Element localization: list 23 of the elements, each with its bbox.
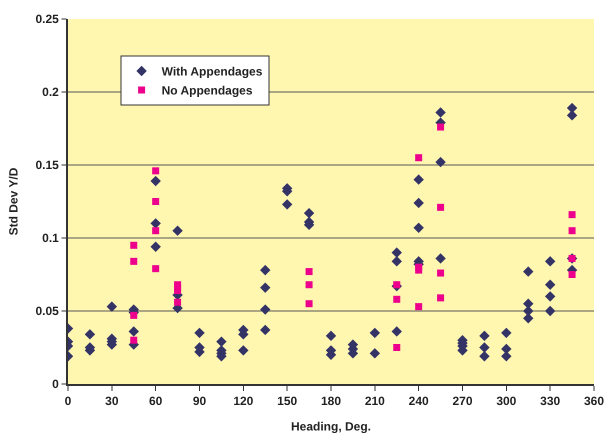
x-tick-label: 330	[540, 394, 560, 408]
x-tick-label: 60	[148, 394, 163, 408]
x-tick-label: 90	[192, 394, 206, 408]
y-tick-label: 0	[52, 377, 60, 392]
x-tick-label: 210	[364, 394, 386, 408]
x-tick-label: 120	[233, 394, 254, 408]
y-tick-label: 0.1	[42, 231, 60, 246]
legend-label: With Appendages	[162, 64, 263, 79]
y-tick-label: 0.05	[35, 304, 60, 318]
y-tick-label: 0.25	[35, 12, 60, 26]
x-tick-label: 240	[408, 394, 429, 408]
y-axis-title: Std Dev Y/D	[6, 167, 20, 236]
legend-label: No Appendages	[162, 84, 253, 98]
x-tick-label: 300	[496, 394, 517, 408]
x-tick-label: 0	[64, 394, 72, 408]
y-tick-label: 0.2	[42, 85, 60, 100]
x-tick-label: 150	[277, 394, 298, 408]
x-axis-title: Heading, Deg.	[290, 420, 372, 434]
x-tick-label: 30	[105, 394, 119, 408]
x-tick-label: 180	[320, 394, 342, 408]
y-tick-label: 0.15	[35, 158, 60, 172]
x-tick-label: 270	[452, 394, 473, 408]
x-tick-label: 360	[584, 394, 604, 408]
